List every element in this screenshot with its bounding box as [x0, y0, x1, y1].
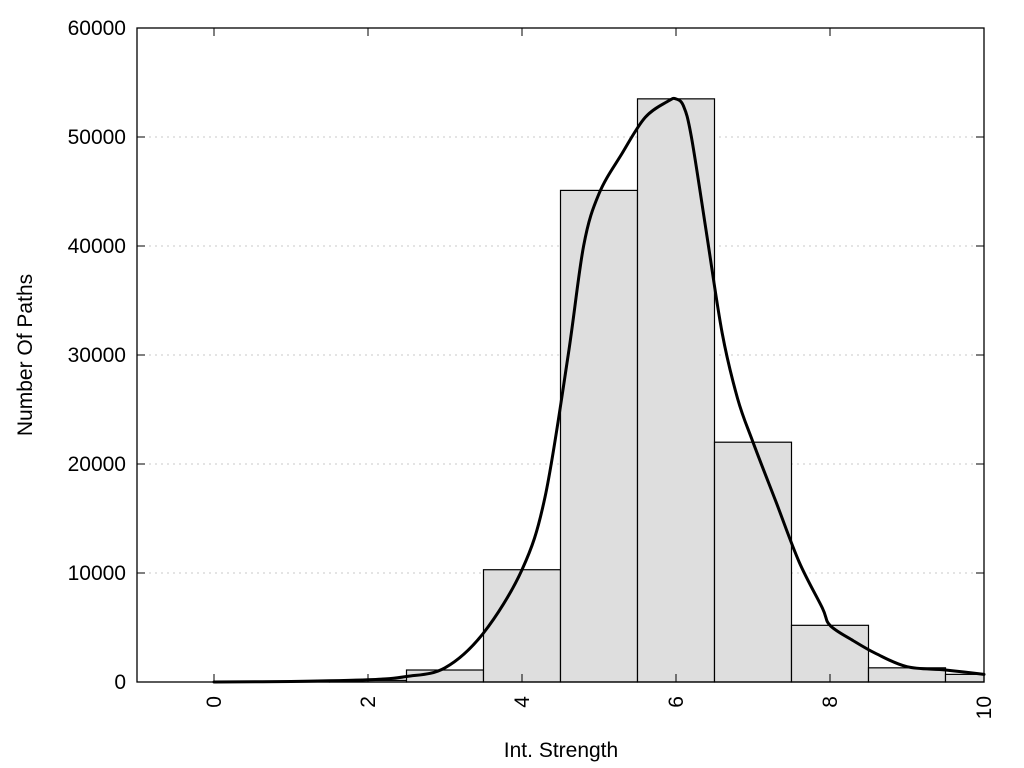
x-tick-label: 4 [511, 696, 534, 708]
bar [636, 98, 716, 683]
x-tick-label: 8 [819, 696, 842, 708]
bar [559, 189, 639, 683]
y-tick-label: 60000 [68, 17, 126, 40]
y-tick-label: 50000 [68, 126, 126, 149]
y-tick-label: 20000 [68, 453, 126, 476]
y-axis-ticks: 0 10000 20000 30000 40000 50000 60000 [68, 17, 984, 694]
x-tick-label: 10 [973, 696, 996, 719]
y-tick-label: 10000 [68, 562, 126, 585]
x-tick-label: 0 [203, 696, 226, 708]
y-tick-label: 30000 [68, 344, 126, 367]
bar [482, 569, 562, 683]
bar [944, 673, 985, 683]
histogram-bars [251, 98, 985, 683]
bar [790, 624, 870, 683]
y-tick-label: 40000 [68, 235, 126, 258]
x-axis-title: Int. Strength [504, 739, 618, 762]
x-tick-label: 6 [665, 696, 688, 708]
density-curve [212, 96, 986, 684]
y-tick-label: 0 [114, 671, 126, 694]
x-tick-label: 2 [357, 696, 380, 708]
y-axis-title: Number Of Paths [14, 274, 37, 436]
x-axis-ticks: 0 2 4 6 8 10 [203, 28, 996, 719]
bar [713, 441, 793, 683]
